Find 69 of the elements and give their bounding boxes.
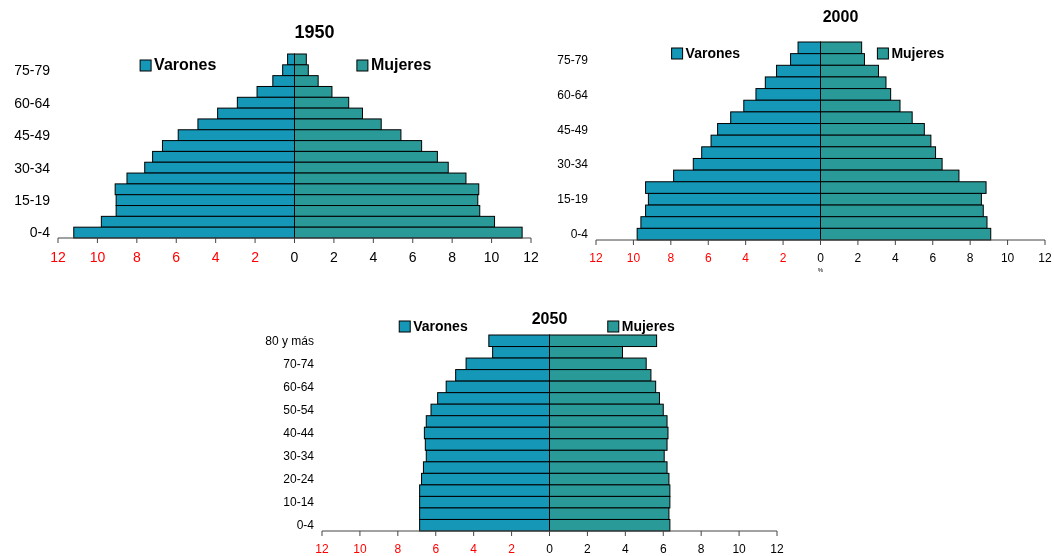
x-tick-label: 6 <box>432 542 440 556</box>
y-tick-label: 60-64 <box>283 380 315 395</box>
x-tick-label: 2 <box>508 542 516 556</box>
x-tick-label: 0 <box>290 249 299 265</box>
y-tick-label: 20-24 <box>283 472 315 487</box>
x-tick-label: 12 <box>50 249 66 265</box>
y-tick-label: 75-79 <box>14 62 51 79</box>
y-tick-label: 30-34 <box>14 159 51 176</box>
x-tick-label: 8 <box>448 249 457 265</box>
x-tick-label: 4 <box>621 542 629 556</box>
x-tick-label: 10 <box>732 542 747 556</box>
x-tick-label: 2 <box>779 251 787 265</box>
x-tick-label: 6 <box>408 249 417 265</box>
x-tick-label: 12 <box>770 542 784 556</box>
legend-label: Mujeres <box>370 56 432 73</box>
y-tick-label: 45-49 <box>557 122 589 137</box>
x-tick-label: 6 <box>704 251 712 265</box>
legend-label: Varones <box>685 45 741 61</box>
legend-label: Mujeres <box>621 318 675 334</box>
legend-label: Mujeres <box>891 45 945 61</box>
x-tick-label: 8 <box>394 542 402 556</box>
x-tick-label: 4 <box>891 251 899 265</box>
y-tick-label: 45-49 <box>14 127 51 144</box>
x-tick-label: 10 <box>353 542 367 556</box>
x-tick-label: 2 <box>584 542 592 556</box>
y-tick-label: 40-44 <box>283 426 315 441</box>
x-tick-label: 4 <box>742 251 750 265</box>
y-tick-label: 15-19 <box>557 192 589 207</box>
x-tick-label: 12 <box>589 251 603 265</box>
x-tick-label: 12 <box>315 542 329 556</box>
x-tick-label: 8 <box>132 249 141 265</box>
y-tick-label: 0-4 <box>29 224 51 241</box>
x-tick-label: 10 <box>483 249 500 265</box>
y-tick-label: 60-64 <box>14 94 51 111</box>
chart-title: 1950 <box>294 22 335 42</box>
legend-label: Varones <box>154 56 217 73</box>
y-tick-label: 15-19 <box>14 192 51 209</box>
x-tick-label: 6 <box>929 251 937 265</box>
y-tick-label: 30-34 <box>283 449 315 464</box>
x-tick-label: 8 <box>667 251 675 265</box>
chart-title: 2000 <box>822 8 859 25</box>
x-tick-label: 12 <box>1038 251 1052 265</box>
y-tick-label: 60-64 <box>557 87 589 102</box>
x-tick-label: 4 <box>470 542 478 556</box>
x-tick-label: 12 <box>523 249 539 265</box>
x-tick-label: 8 <box>966 251 974 265</box>
x-tick-label: 10 <box>89 249 106 265</box>
chart-title: 2050 <box>531 310 568 327</box>
x-tick-label: 10 <box>626 251 641 265</box>
legend-label: Varones <box>413 318 468 334</box>
x-tick-label: 4 <box>211 249 220 265</box>
x-tick-label: 2 <box>854 251 862 265</box>
x-tick-label: 2 <box>330 249 339 265</box>
y-tick-label: 0-4 <box>296 518 315 533</box>
y-tick-label: 50-54 <box>283 403 315 418</box>
y-tick-label: 10-14 <box>283 495 315 510</box>
y-tick-label: 80 y más <box>265 333 314 348</box>
y-tick-label: 0-4 <box>570 227 589 242</box>
x-tick-label: 6 <box>172 249 181 265</box>
y-tick-label: 75-79 <box>557 52 589 67</box>
y-tick-label: 70-74 <box>283 357 315 372</box>
x-tick-label: 4 <box>369 249 378 265</box>
x-tick-label: 10 <box>1000 251 1015 265</box>
x-tick-label: 0 <box>546 542 554 556</box>
y-tick-label: 30-34 <box>557 157 589 172</box>
x-tick-label: 6 <box>659 542 667 556</box>
x-tick-label: 0 <box>817 251 825 265</box>
x-tick-label: 8 <box>697 542 705 556</box>
x-tick-label: 2 <box>251 249 260 265</box>
